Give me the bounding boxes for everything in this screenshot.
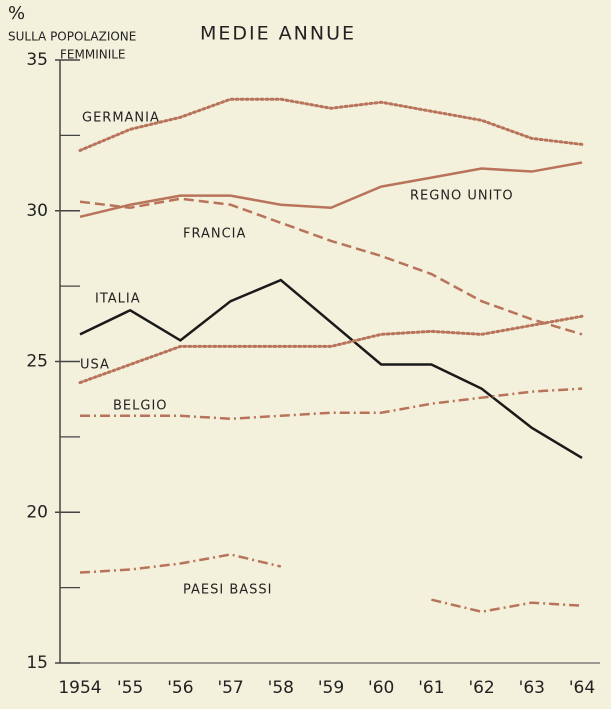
series-label: PAESI BASSI — [183, 583, 272, 598]
chart-title: MEDIE ANNUE — [200, 23, 356, 45]
y-axis-label: FEMMINILE — [60, 48, 126, 62]
x-tick-label: '61 — [418, 678, 444, 698]
series-label: ITALIA — [95, 292, 141, 307]
x-tick-label: '59 — [318, 678, 344, 698]
x-tick-label: '63 — [519, 678, 545, 698]
x-tick-label: '57 — [217, 678, 243, 698]
unit-label: % — [8, 3, 25, 24]
x-tick-label: '58 — [268, 678, 294, 698]
series-label: USA — [80, 358, 110, 373]
x-tick-label: '55 — [117, 678, 143, 698]
series-line — [79, 278, 583, 460]
series-line — [431, 598, 583, 614]
series-line — [79, 161, 583, 218]
series-label: GERMANIA — [82, 111, 160, 126]
series-label: FRANCIA — [183, 227, 246, 242]
x-tick-label: '60 — [368, 678, 394, 698]
y-tick-label: 30 — [26, 201, 48, 221]
x-tick-label: 1954 — [58, 678, 101, 698]
x-tick-label: '62 — [468, 678, 494, 698]
series-label: BELGIO — [113, 399, 168, 414]
x-tick-label: '56 — [167, 678, 193, 698]
series-line — [78, 97, 584, 152]
y-tick-label: 20 — [26, 502, 48, 522]
series-line — [79, 197, 583, 336]
series-line — [80, 387, 583, 421]
series-label: REGNO UNITO — [410, 189, 514, 204]
x-tick-label: '64 — [569, 678, 595, 698]
y-tick-label: 15 — [26, 653, 48, 673]
y-tick-label: 35 — [26, 50, 48, 70]
series-line — [79, 553, 282, 574]
series-line — [78, 314, 584, 385]
y-axis-label: SULLA POPOLAZIONE — [8, 30, 136, 44]
y-tick-label: 25 — [26, 352, 48, 372]
